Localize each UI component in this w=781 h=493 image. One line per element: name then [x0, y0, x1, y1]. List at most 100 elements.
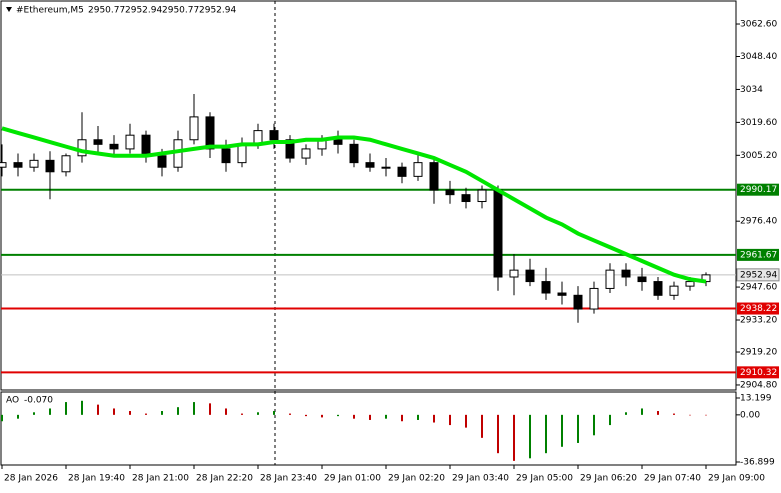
header-high: 2952.94 [125, 6, 162, 16]
candle-body [397, 166, 407, 177]
ao-bar [305, 414, 307, 417]
candle-body [669, 285, 679, 296]
ao-bar [481, 414, 483, 438]
x-tick-label: 28 Jan 22:20 [196, 474, 253, 484]
ao-bar [433, 414, 435, 423]
ao-bar [241, 413, 243, 415]
y2-tick-label: 13.199 [740, 393, 772, 403]
ao-bar [593, 414, 595, 436]
level-label: 2961.67 [740, 250, 777, 260]
x-tick-label: 29 Jan 02:20 [388, 474, 445, 484]
candle-body [285, 139, 295, 159]
candle-body [349, 143, 359, 164]
x-tick-label: 29 Jan 09:00 [708, 474, 765, 484]
candle-body [205, 116, 215, 150]
menu-arrow [6, 7, 12, 12]
ao-bar [337, 414, 339, 417]
ao-bar [177, 407, 179, 415]
y2-tick-label: -36.899 [740, 457, 775, 467]
candle-body [557, 292, 567, 296]
candle-body [477, 189, 487, 203]
candle-body [269, 130, 279, 141]
candle-body [541, 281, 551, 294]
ao-bar [257, 412, 259, 415]
y-tick-label: 2904.80 [740, 380, 777, 390]
ao-bar [705, 414, 707, 416]
candle-body [605, 269, 615, 289]
ao-bar [321, 414, 323, 418]
symbol-title: #Ethereum,M5 [16, 6, 84, 16]
x-tick-label: 29 Jan 07:40 [644, 474, 701, 484]
candle-body [413, 162, 423, 177]
ao-bar [193, 402, 195, 415]
y-tick-label: 3005.20 [740, 151, 777, 161]
x-tick-label: 29 Jan 01:00 [324, 474, 381, 484]
level-label-box [737, 248, 779, 261]
ao-bar [161, 411, 163, 415]
ao-bar [641, 408, 643, 415]
y2-tick-label: 0.00 [740, 410, 760, 420]
y-tick-label: 3034 [740, 85, 763, 95]
x-tick-label: 28 Jan 19:40 [68, 474, 125, 484]
ao-bar [545, 414, 547, 454]
ao-bar [401, 414, 403, 422]
candle-body [29, 159, 39, 168]
candle-body [525, 269, 535, 283]
header-low: 2950.77 [162, 6, 199, 16]
header-close: 2952.94 [199, 6, 236, 16]
candle-body [365, 162, 375, 168]
candle-body [461, 194, 471, 203]
candle-body [61, 155, 71, 173]
ao-frame [0, 391, 737, 466]
candle-body [189, 116, 199, 141]
ao-bar [353, 414, 355, 419]
candle-body [77, 139, 87, 157]
ao-bar [625, 412, 627, 415]
candle-body [45, 159, 55, 173]
ao-bar [561, 414, 563, 447]
candle-body [653, 281, 663, 296]
candle-body [125, 134, 135, 150]
level-label-box [737, 183, 779, 196]
main-frame [0, 0, 737, 391]
ao-bar [97, 404, 99, 415]
candle-body [637, 276, 647, 283]
candle-body [109, 143, 119, 150]
ao-bar [145, 413, 147, 415]
candle-body [509, 269, 519, 278]
y-tick-label: 2919.20 [740, 348, 777, 358]
candle-body [13, 162, 23, 168]
ao-bar [657, 411, 659, 415]
ao-bar [529, 414, 531, 459]
ao-bar [33, 412, 35, 415]
ao-bar [673, 413, 675, 415]
candle-body [333, 139, 343, 145]
current-price-box [736, 268, 780, 282]
y-tick-label: 3048.40 [740, 52, 777, 62]
y-tick-label: 2933.20 [740, 316, 777, 326]
ao-bar [129, 411, 131, 415]
level-label-box [737, 366, 779, 379]
candle-body [221, 148, 231, 164]
candle-body [573, 294, 583, 310]
candle-body [93, 139, 103, 145]
candle-body [589, 287, 599, 310]
level-label: 2938.22 [740, 304, 777, 314]
ao-bar [65, 402, 67, 415]
ao-bar [81, 400, 83, 415]
y-tick-label: 2976.40 [740, 217, 777, 227]
x-tick-label: 29 Jan 05:00 [516, 474, 573, 484]
x-tick-label: 28 Jan 23:40 [260, 474, 317, 484]
ao-bar [385, 414, 387, 419]
ao-bar [465, 414, 467, 428]
x-tick-label: 29 Jan 06:20 [580, 474, 637, 484]
ao-bar [273, 411, 275, 415]
level-label-box [737, 302, 779, 315]
ao-bar [449, 414, 451, 426]
ao-last: -0.070 [24, 396, 53, 406]
ao-bar [225, 408, 227, 415]
ao-bar [497, 414, 499, 454]
candle-body [429, 162, 439, 191]
